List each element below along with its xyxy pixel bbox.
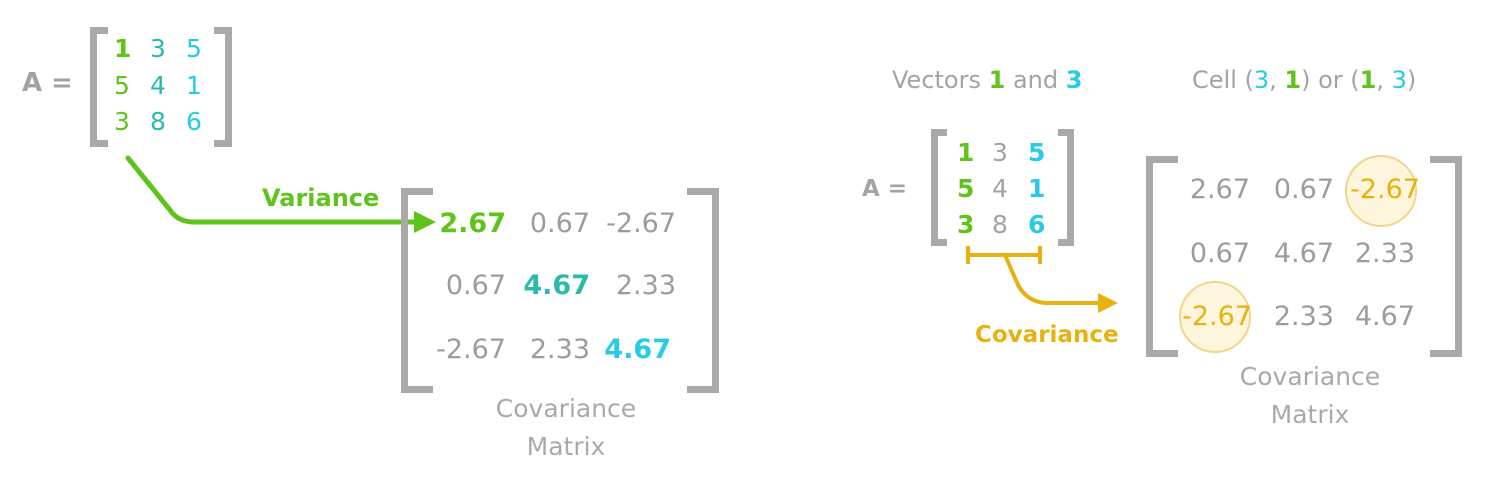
left-caption-line2: Matrix	[526, 432, 606, 461]
cell-label-b: 1	[1284, 66, 1302, 94]
right-cov-bracket-right	[1430, 156, 1462, 357]
cell-label-d: 3	[1391, 66, 1407, 94]
cell-label-a: 3	[1253, 66, 1270, 94]
vectors-label-prefix: Vectors	[892, 66, 989, 94]
left-a-cell-0-2: 5	[186, 34, 202, 63]
left-a-cell-2-0: 3	[114, 107, 130, 136]
right-a-cell-2-0: 3	[957, 210, 975, 239]
left-cov-cell-2-0: -2.67	[436, 334, 506, 365]
right-a-cell-2-1: 8	[992, 210, 1008, 239]
cell-label-prefix: Cell (	[1192, 66, 1254, 94]
left-a-bracket-left	[90, 27, 108, 147]
right-a-cell-1-1: 4	[992, 174, 1008, 203]
left-cov-cell-2-2: 4.67	[604, 334, 671, 365]
left-cov-cell-0-0: 2.67	[439, 208, 506, 239]
right-a-cell-0-1: 3	[992, 138, 1008, 167]
right-cov-bracket-left	[1146, 156, 1178, 357]
left-a-cell-1-1: 4	[150, 71, 166, 100]
left-cov-cell-0-2: -2.67	[606, 208, 676, 239]
right-cov-cell-0-0: 2.67	[1189, 174, 1250, 205]
right-caption: Covariance Matrix	[1210, 358, 1410, 434]
left-a-cell-1-0: 5	[114, 71, 130, 100]
left-a-cell-2-1: 8	[150, 107, 166, 136]
vectors-label-v2: 3	[1065, 66, 1083, 94]
left-cov-bracket-left	[401, 188, 433, 393]
cell-label-sep2: ,	[1376, 66, 1392, 94]
variance-label: Variance	[262, 184, 380, 212]
vectors-label-v1: 1	[988, 66, 1006, 94]
cell-label-mid: ) or (	[1301, 66, 1360, 94]
right-cov-cell-2-2: 4.67	[1354, 301, 1415, 332]
right-caption-line2: Matrix	[1270, 400, 1350, 429]
left-a-cell-1-2: 1	[186, 71, 202, 100]
covariance-label: Covariance	[975, 322, 1119, 348]
cell-label-sep1: ,	[1269, 66, 1285, 94]
right-a-cell-2-2: 6	[1028, 210, 1046, 239]
right-cov-cell-0-1: 0.67	[1273, 174, 1334, 205]
left-a-cell-0-0: 1	[114, 34, 132, 63]
right-a-label: A =	[862, 176, 908, 202]
vectors-label: Vectors 1 and 3	[892, 66, 1082, 94]
right-cov-cell-1-0: 0.67	[1189, 238, 1250, 269]
right-a-cell-0-0: 1	[957, 138, 975, 167]
vectors-label-mid: and	[1005, 66, 1066, 94]
covariance-arrow	[1003, 253, 1118, 313]
left-a-cell-2-2: 6	[186, 107, 202, 136]
left-a-cell-0-1: 3	[150, 34, 166, 63]
left-cov-cell-1-2: 2.33	[615, 270, 676, 301]
left-cov-cell-1-0: 0.67	[445, 270, 506, 301]
left-caption-line1: Covariance	[495, 394, 637, 423]
variance-arrow	[125, 155, 436, 233]
right-a-bracket-left	[931, 129, 947, 246]
left-a-label: A =	[22, 68, 73, 98]
right-a-cell-0-2: 5	[1028, 138, 1046, 167]
left-caption: Covariance Matrix	[466, 390, 666, 466]
left-cov-cell-1-1: 4.67	[523, 270, 590, 301]
highlight-circle-top-right	[1345, 155, 1417, 227]
highlight-circle-bottom-left	[1179, 281, 1251, 353]
cell-label: Cell (3, 1) or (1, 3)	[1192, 66, 1416, 94]
right-a-bracket-right	[1058, 129, 1074, 246]
right-cov-cell-1-2: 2.33	[1354, 238, 1415, 269]
right-cov-cell-2-1: 2.33	[1273, 301, 1334, 332]
left-cov-bracket-right	[687, 188, 719, 393]
right-cov-cell-0-2: -2.67	[1350, 174, 1420, 205]
right-a-cell-1-0: 5	[957, 174, 975, 203]
right-cov-cell-2-0: -2.67	[1182, 301, 1252, 332]
right-a-cell-1-2: 1	[1028, 174, 1046, 203]
right-caption-line1: Covariance	[1239, 362, 1381, 391]
left-a-bracket-right	[214, 27, 232, 147]
cell-label-suffix: )	[1406, 66, 1417, 94]
left-cov-cell-2-1: 2.33	[529, 334, 590, 365]
cell-label-c: 1	[1359, 66, 1377, 94]
right-cov-cell-1-1: 4.67	[1273, 238, 1334, 269]
left-cov-cell-0-1: 0.67	[529, 208, 590, 239]
